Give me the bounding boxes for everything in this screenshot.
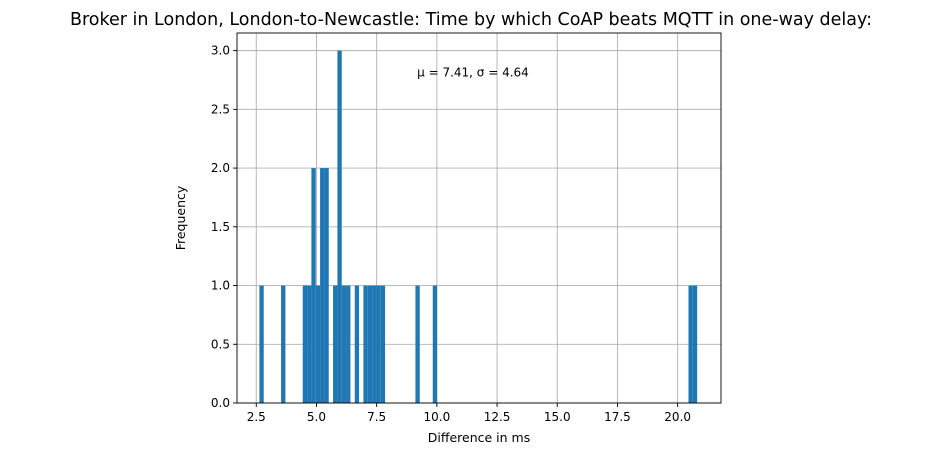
histogram-bar — [372, 285, 377, 403]
histogram-bar — [367, 285, 373, 403]
y-tick-label: 1.5 — [211, 220, 230, 234]
chart-title: Broker in London, London-to-Newcastle: T… — [70, 10, 872, 30]
bars-layer — [259, 50, 698, 403]
x-tick-label: 7.5 — [367, 410, 386, 424]
x-tick-label: 17.5 — [604, 410, 631, 424]
x-tick-label: 12.5 — [484, 410, 511, 424]
histogram-bar — [337, 50, 342, 403]
histogram-bar — [346, 285, 351, 403]
histogram-bar — [324, 168, 329, 403]
histogram-bar — [307, 285, 312, 403]
y-axis-label: Frequency — [173, 185, 188, 250]
histogram-bar — [281, 285, 286, 403]
histogram-bar — [320, 168, 325, 403]
x-axis-label: Difference in ms — [428, 430, 530, 445]
y-tick-label: 2.5 — [211, 102, 230, 116]
x-tick-label: 20.0 — [664, 410, 691, 424]
histogram-bar — [380, 285, 386, 403]
histogram-bar — [432, 285, 438, 403]
histogram-bar — [376, 285, 381, 403]
x-tick-label: 15.0 — [544, 410, 571, 424]
ticks-layer: 2.5 5.0 7.5 10.0 12.5 15.0 17.5 20.0 0.0 0.5 1.0 1.… — [211, 44, 691, 424]
histogram-bar — [415, 285, 420, 403]
histogram-bar — [311, 168, 316, 403]
x-tick-label: 5.0 — [307, 410, 326, 424]
histogram-bar — [688, 285, 693, 403]
x-tick-label: 10.0 — [424, 410, 451, 424]
histogram-bar — [333, 285, 338, 403]
histogram-bar — [315, 285, 321, 403]
y-tick-label: 3.0 — [211, 44, 230, 58]
histogram-bar — [692, 285, 698, 403]
x-tick-label: 2.5 — [247, 410, 266, 424]
histogram-bar — [363, 285, 368, 403]
y-tick-label: 2.0 — [211, 161, 230, 175]
plot-frame — [236, 32, 722, 404]
histogram-bar — [259, 285, 264, 403]
y-tick-label: 0.0 — [211, 396, 230, 410]
histogram-bar — [302, 285, 308, 403]
histogram-bar — [341, 285, 347, 403]
y-tick-label: 1.0 — [211, 279, 230, 293]
y-tick-label: 0.5 — [211, 337, 230, 351]
histogram-bar — [354, 285, 360, 403]
stats-annotation: μ = 7.41, σ = 4.64 — [417, 65, 529, 79]
